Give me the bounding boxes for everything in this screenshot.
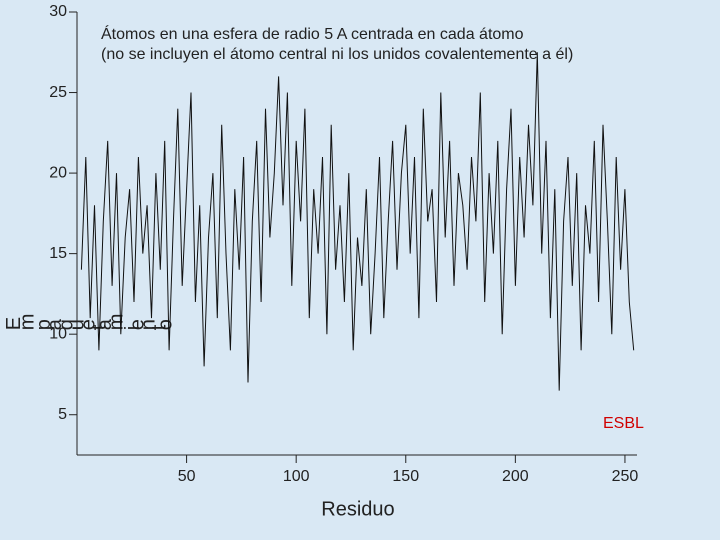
y-tick-label: 20 <box>49 164 67 181</box>
x-axis-label: Residuo <box>321 498 394 520</box>
y-tick-label: 10 <box>49 325 67 342</box>
data-line <box>80 52 635 391</box>
y-axis-label: Empaquetamiento <box>3 314 176 331</box>
annotation: ESBL <box>603 415 644 432</box>
x-tick-label: 200 <box>502 468 529 485</box>
y-tick-label: 30 <box>49 3 67 20</box>
chart-subtitle: (no se incluyen el átomo central ni los … <box>101 46 573 63</box>
y-tick-label: 25 <box>49 84 67 101</box>
y-tick-label: 15 <box>49 245 67 262</box>
x-tick-label: 100 <box>283 468 310 485</box>
x-tick-label: 250 <box>612 468 639 485</box>
x-tick-label: 150 <box>392 468 419 485</box>
x-tick-label: 50 <box>178 468 196 485</box>
y-tick-label: 5 <box>58 406 67 423</box>
chart-title: Átomos en una esfera de radio 5 A centra… <box>101 24 524 43</box>
